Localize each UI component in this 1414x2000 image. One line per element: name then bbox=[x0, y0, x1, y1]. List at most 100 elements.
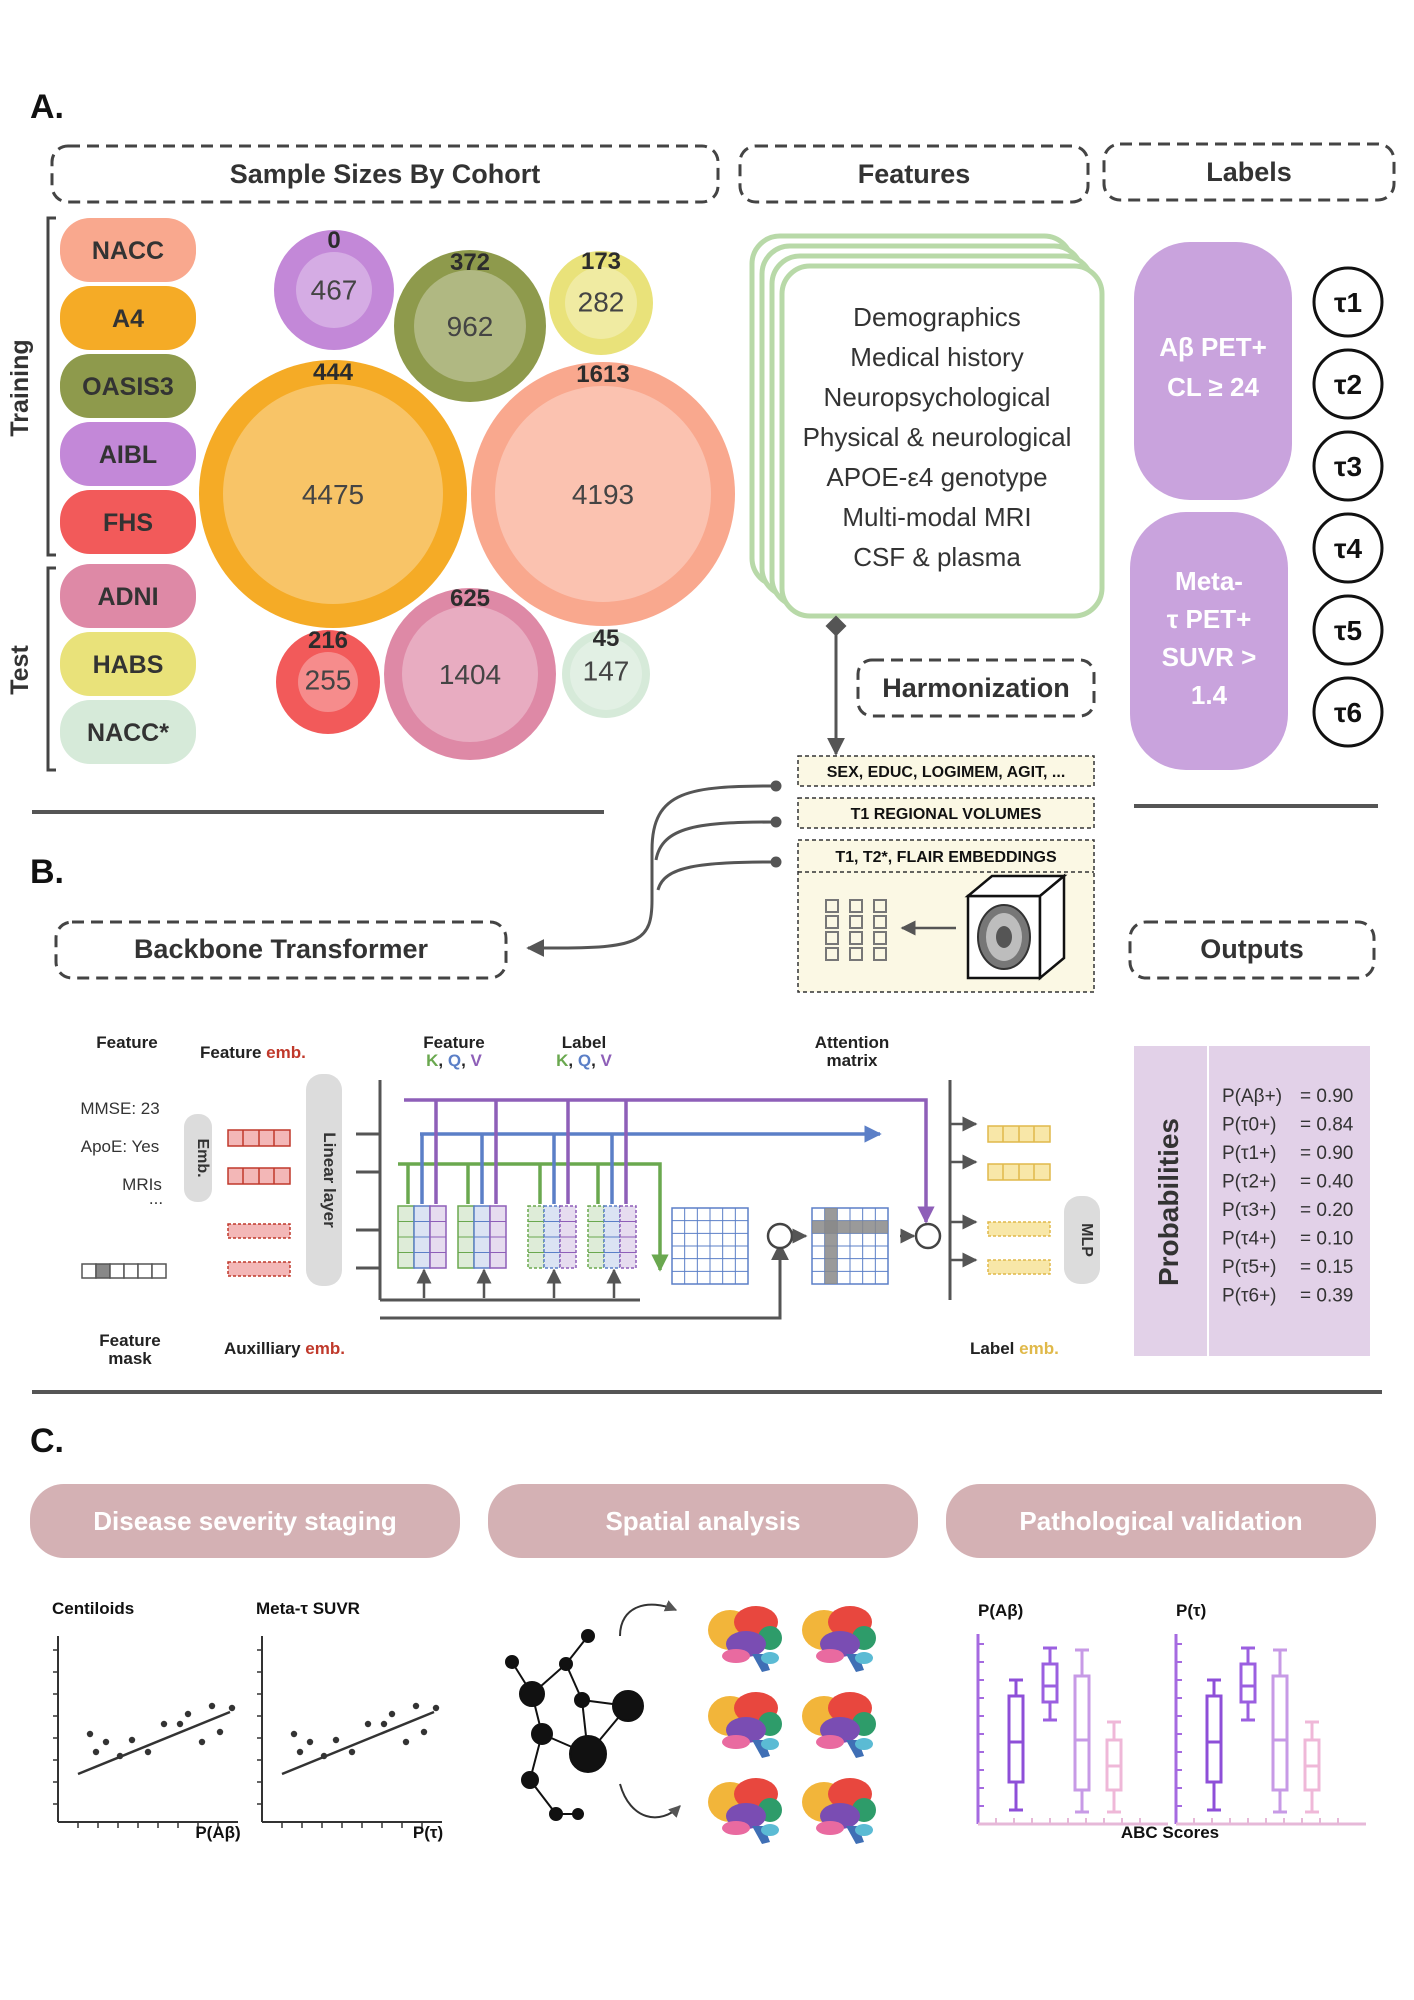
svg-text:FHS: FHS bbox=[103, 509, 153, 537]
feature-type-boxes: SEX, EDUC, LOGIMEM, AGIT, ... T1 REGIONA… bbox=[797, 755, 1095, 993]
feature-item: Physical & neurological bbox=[803, 422, 1072, 452]
kqv-matrix-1 bbox=[397, 1205, 447, 1269]
boxplot-tau bbox=[1174, 1634, 1366, 1826]
test-label: Test bbox=[6, 645, 34, 695]
attention-label-1: Attention bbox=[815, 1033, 890, 1052]
tau-stage-6: τ6 bbox=[1312, 676, 1384, 748]
svg-text:255: 255 bbox=[305, 665, 352, 696]
feature-mask-label-2: mask bbox=[108, 1349, 152, 1368]
brain-map-3 bbox=[708, 1692, 782, 1758]
feature-box-volumes: T1 REGIONAL VOLUMES bbox=[851, 806, 1042, 823]
feature-to-backbone-arrows bbox=[526, 780, 782, 957]
scatter-meta-tau bbox=[257, 1636, 442, 1828]
label-embedding-vectors bbox=[987, 1125, 1051, 1275]
panel-a-label: A. bbox=[30, 88, 64, 126]
svg-text:CL ≥ 24: CL ≥ 24 bbox=[1167, 372, 1259, 402]
pill-disease-staging: Disease severity staging bbox=[30, 1484, 460, 1558]
svg-text:OASIS3: OASIS3 bbox=[82, 373, 174, 401]
svg-text:1613: 1613 bbox=[576, 361, 629, 388]
probability-value: = 0.90 bbox=[1300, 1086, 1353, 1107]
cohort-pill-habs: HABS bbox=[60, 632, 196, 696]
svg-text:444: 444 bbox=[313, 359, 354, 386]
bubble-a4: 4475 444 bbox=[199, 359, 467, 628]
training-bracket: Training bbox=[6, 216, 56, 557]
kqv-up-arrows bbox=[416, 1268, 622, 1298]
probability-value: = 0.10 bbox=[1300, 1229, 1353, 1250]
labels-header: Labels bbox=[1102, 142, 1396, 202]
svg-text:216: 216 bbox=[308, 627, 348, 654]
svg-text:τ2: τ2 bbox=[1334, 369, 1362, 400]
feature-mask-label-1: Feature bbox=[99, 1331, 160, 1350]
svg-text:Sample Sizes By Cohort: Sample Sizes By Cohort bbox=[230, 159, 541, 189]
embedding-vector-icon bbox=[825, 899, 887, 961]
probability-label: P(τ1+) bbox=[1222, 1143, 1277, 1164]
input-mris: MRIs bbox=[122, 1175, 162, 1194]
svg-text:Pathological validation: Pathological validation bbox=[1019, 1506, 1302, 1536]
svg-text:1.4: 1.4 bbox=[1191, 680, 1228, 710]
probability-rows: P(Aβ+) = 0.90 P(τ0+) = 0.84 P(τ1+) = 0.90 P(τ2… bbox=[1222, 1086, 1354, 1307]
attention-matrix-masked bbox=[811, 1207, 889, 1285]
svg-text:τ1: τ1 bbox=[1334, 287, 1362, 318]
panel-b-label: B. bbox=[30, 853, 64, 891]
svg-text:Emb.: Emb. bbox=[194, 1138, 211, 1177]
svg-text:Spatial analysis: Spatial analysis bbox=[605, 1506, 800, 1536]
probability-label: P(τ3+) bbox=[1222, 1200, 1277, 1221]
cohort-pill-a4: A4 bbox=[60, 286, 196, 350]
svg-text:467: 467 bbox=[311, 274, 358, 305]
kqv-matrices bbox=[397, 1205, 637, 1269]
plot2-title: Meta-τ SUVR bbox=[256, 1599, 360, 1618]
feature-item: APOE-ε4 genotype bbox=[826, 462, 1047, 492]
feature-column-label: Feature bbox=[96, 1033, 157, 1052]
probability-label: P(τ5+) bbox=[1222, 1257, 1277, 1278]
feature-mask-icon bbox=[81, 1263, 167, 1279]
box2-title: P(τ) bbox=[1176, 1601, 1206, 1620]
feature-list: Demographics Medical history Neuropsycholo… bbox=[803, 302, 1072, 572]
svg-text:Outputs: Outputs bbox=[1200, 934, 1303, 964]
probability-value: = 0.20 bbox=[1300, 1200, 1353, 1221]
features-header: Features bbox=[738, 144, 1090, 204]
svg-text:HABS: HABS bbox=[93, 651, 164, 679]
svg-text:282: 282 bbox=[578, 286, 625, 317]
input-ellipsis: ... bbox=[149, 1189, 163, 1208]
svg-text:τ6: τ6 bbox=[1334, 697, 1362, 728]
svg-text:147: 147 bbox=[583, 655, 630, 686]
svg-text:45: 45 bbox=[593, 625, 620, 652]
label-emb-label: Label emb. bbox=[970, 1339, 1059, 1358]
transformer-frame bbox=[356, 1080, 952, 1320]
kqv-matrix-2 bbox=[457, 1205, 507, 1269]
probability-value: = 0.39 bbox=[1300, 1286, 1353, 1307]
input-mmse: MMSE: 23 bbox=[80, 1099, 159, 1118]
bubble-nacc: 4193 1613 bbox=[471, 361, 735, 626]
box-xlabel: ABC Scores bbox=[1121, 1823, 1219, 1842]
plot2-xlabel: P(τ) bbox=[413, 1823, 443, 1842]
kqv-matrix-3 bbox=[527, 1205, 577, 1269]
label-kqv-label: Label bbox=[562, 1033, 606, 1052]
brain-map-5 bbox=[708, 1778, 782, 1844]
svg-text:372: 372 bbox=[450, 249, 490, 276]
svg-text:Harmonization: Harmonization bbox=[882, 673, 1070, 703]
attention-label-2: matrix bbox=[826, 1051, 878, 1070]
feature-emb-label: Feature emb. bbox=[200, 1043, 306, 1062]
bubble-oasis3: 962 372 bbox=[394, 249, 546, 402]
label-embedding-arrows bbox=[950, 1116, 978, 1268]
feature-kqv-label: Feature bbox=[423, 1033, 484, 1052]
feature-card-stack bbox=[749, 233, 1105, 619]
cohort-pill-nacc-star: NACC* bbox=[60, 700, 196, 764]
cohort-pill-adni: ADNI bbox=[60, 564, 196, 628]
feature-box-embeddings: T1, T2*, FLAIR EMBEDDINGS bbox=[835, 849, 1057, 866]
svg-text:ADNI: ADNI bbox=[97, 583, 158, 611]
bubble-aibl: 467 0 bbox=[274, 227, 394, 350]
svg-text:τ3: τ3 bbox=[1334, 451, 1362, 482]
feature-item: Multi-modal MRI bbox=[842, 502, 1031, 532]
probability-value: = 0.84 bbox=[1300, 1115, 1354, 1136]
outputs-header: Outputs bbox=[1128, 920, 1376, 980]
brain-map-2 bbox=[802, 1606, 876, 1672]
panel-c-label: C. bbox=[30, 1422, 64, 1460]
feature-item: Medical history bbox=[850, 342, 1023, 372]
abeta-label-card: Aβ PET+ CL ≥ 24 bbox=[1134, 242, 1292, 500]
svg-text:NACC: NACC bbox=[92, 237, 164, 265]
probability-value: = 0.90 bbox=[1300, 1143, 1353, 1164]
